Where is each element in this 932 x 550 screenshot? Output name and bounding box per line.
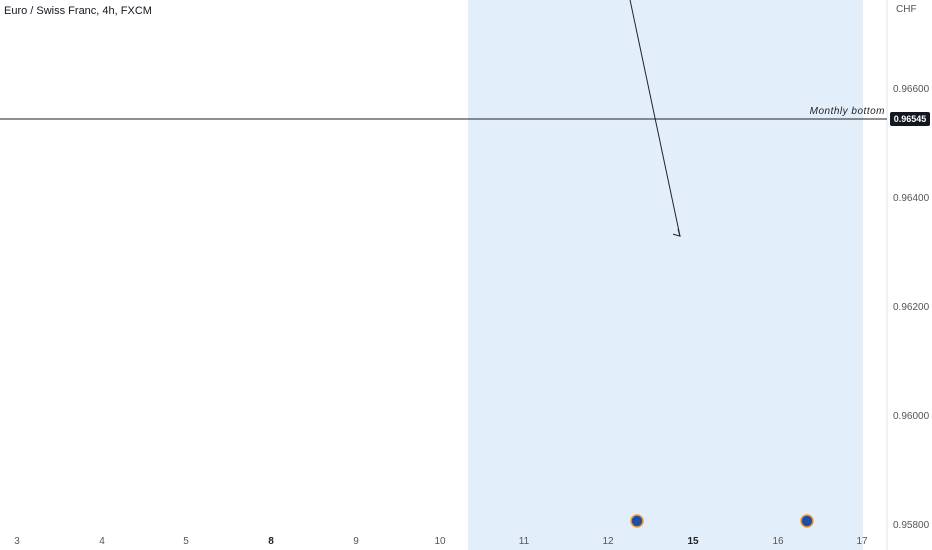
time-axis[interactable]: 3 4 5 8 9 10 11 12 15 16 17 — [14, 536, 868, 547]
horizontal-levels: Take profit 1Monthly bottom — [0, 106, 887, 120]
time-tick: 17 — [856, 536, 868, 547]
price-badges: 0.980440.9724403:13:090.970440.96545 — [890, 111, 930, 126]
time-tick: 12 — [602, 536, 614, 547]
time-tick: 8 — [268, 536, 274, 547]
event-marker-icon — [800, 514, 814, 528]
level-label: Monthly bottom — [810, 106, 885, 117]
time-tick: 4 — [99, 536, 105, 547]
time-tick: 15 — [687, 536, 699, 547]
currency-label: CHF — [896, 4, 917, 15]
price-badge-text: 0.96545 — [894, 114, 927, 124]
projection-arrowhead — [672, 229, 681, 237]
event-markers[interactable] — [630, 514, 814, 528]
price-axis[interactable]: CHF 0.986000.984000.982000.980000.978000… — [893, 0, 930, 531]
projection-line — [629, 0, 681, 237]
price-tick: 0.96000 — [893, 411, 930, 422]
event-marker-icon — [630, 514, 644, 528]
price-tick: 0.96200 — [893, 302, 930, 313]
time-tick: 16 — [772, 536, 784, 547]
price-tick: 0.96400 — [893, 193, 930, 204]
price-tick: 0.96600 — [893, 84, 930, 95]
time-tick: 3 — [14, 536, 20, 547]
time-tick: 9 — [353, 536, 359, 547]
chart-title: Euro / Swiss Franc, 4h, FXCM — [4, 5, 152, 17]
projection-path[interactable] — [488, 0, 681, 237]
time-tick: 11 — [519, 536, 530, 547]
target-zone — [468, 0, 863, 550]
time-tick: 5 — [183, 536, 189, 547]
position-zones — [468, 0, 863, 550]
price-badge — [890, 111, 930, 126]
price-tick: 0.95800 — [893, 520, 930, 531]
time-tick: 10 — [434, 536, 446, 547]
